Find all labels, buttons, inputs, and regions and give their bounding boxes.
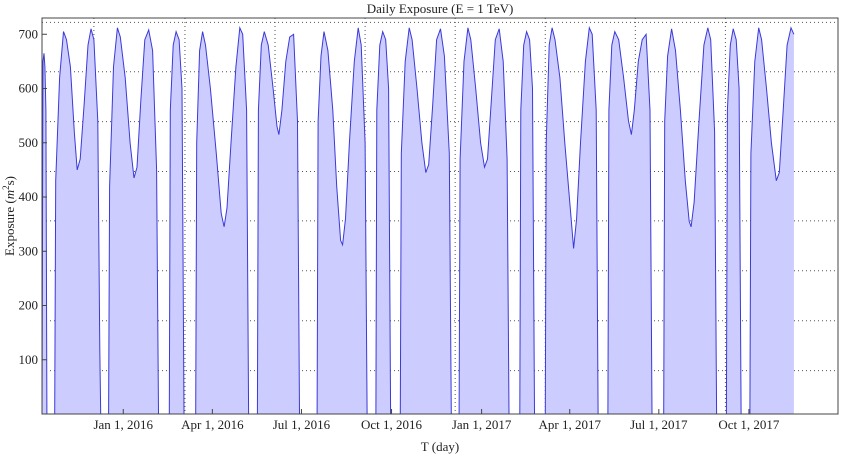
y-axis-label: Exposure (m2s) (1, 176, 17, 256)
x-tick-label: Jan 1, 2017 (452, 417, 512, 432)
x-tick-label: Apr 1, 2016 (181, 417, 244, 432)
exposure-area-fill (545, 27, 599, 415)
x-tick-label: Oct 1, 2016 (361, 417, 423, 432)
x-tick-label: Apr 1, 2017 (538, 417, 601, 432)
exposure-line (168, 29, 185, 415)
exposure-area-fill (169, 31, 184, 414)
y-tick-label: 200 (19, 298, 39, 313)
chart-title: Daily Exposure (E = 1 TeV) (367, 1, 514, 16)
x-tick-label: Jan 1, 2016 (93, 417, 153, 432)
exposure-line (316, 27, 368, 415)
exposure-area-fill (108, 27, 159, 415)
y-tick-label: 500 (19, 135, 39, 150)
exposure-line (458, 27, 510, 415)
y-axis-label-main: Exposure ( (2, 199, 17, 256)
exposure-line (54, 28, 102, 415)
exposure-area-fill (195, 27, 249, 415)
exposure-area-fill (257, 31, 300, 414)
x-tick-label: Jul 1, 2016 (273, 417, 331, 432)
y-axis-label-exp: 2 (1, 185, 11, 190)
exposure-line (375, 29, 392, 415)
x-tick-label: Oct 1, 2017 (718, 417, 780, 432)
exposure-line (544, 25, 599, 415)
exposure-line (195, 25, 250, 415)
exposure-line (41, 53, 48, 415)
exposure-area-fill (726, 28, 742, 415)
exposure-area-fill (607, 31, 652, 414)
exposure-line (108, 27, 159, 415)
y-axis-label-tail: s) (2, 176, 17, 185)
exposure-area-fill (54, 28, 101, 415)
exposure-line (519, 29, 535, 415)
y-tick-label: 400 (19, 189, 39, 204)
series-area (41, 25, 795, 415)
exposure-area-fill (375, 31, 391, 414)
exposure-line (725, 28, 742, 415)
exposure-line (663, 27, 718, 415)
x-tick-label: Jul 1, 2017 (630, 417, 688, 432)
exposure-area-fill (400, 27, 452, 415)
exposure-area-fill (519, 31, 535, 414)
exposure-line (607, 30, 653, 415)
exposure-area-fill (663, 27, 717, 415)
plot-frame (41, 17, 839, 415)
exposure-area-fill (317, 27, 368, 415)
exposure-area-fill (749, 27, 794, 415)
exposure-area-fill (459, 27, 509, 415)
exposure-line (399, 27, 452, 415)
y-tick-label: 600 (19, 81, 39, 96)
y-axis: 100 200 300 400 500 600 700 (19, 26, 47, 367)
x-axis-label: T (day) (421, 439, 459, 454)
x-axis: Jan 1, 2016 Apr 1, 2016 Jul 1, 2016 Oct 1, … (93, 409, 780, 432)
exposure-line (256, 31, 300, 415)
y-tick-label: 100 (19, 352, 39, 367)
y-axis-label-unit: m (2, 190, 17, 199)
y-tick-label: 300 (19, 243, 39, 258)
y-tick-label: 700 (19, 26, 39, 41)
exposure-line (749, 26, 795, 415)
